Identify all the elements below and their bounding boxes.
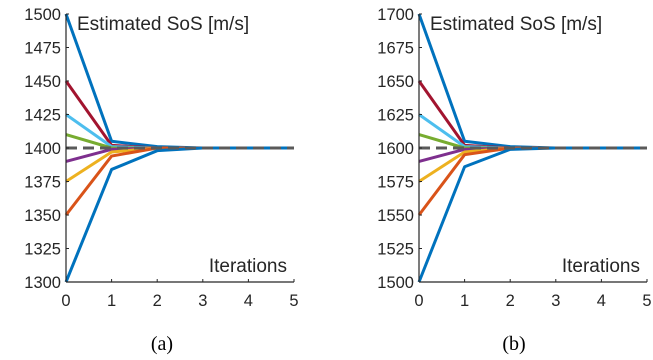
x-tick-label: 1 <box>460 292 469 310</box>
chart-title: Estimated SoS [m/s] <box>77 14 249 35</box>
panel-caption: (b) <box>502 333 525 355</box>
x-axis-label: Iterations <box>562 256 640 277</box>
x-tick-label: 5 <box>642 292 651 310</box>
x-tick-label: 5 <box>289 292 298 310</box>
y-tick-label: 1475 <box>24 40 61 58</box>
x-tick-label: 1 <box>107 292 116 310</box>
x-axis-label: Iterations <box>209 256 287 277</box>
y-tick-label: 1675 <box>377 40 414 58</box>
y-tick-label: 1550 <box>377 207 414 225</box>
y-tick-label: 1625 <box>377 107 414 125</box>
y-tick-label: 1500 <box>377 274 414 292</box>
y-tick-label: 1450 <box>24 73 61 91</box>
y-tick-label: 1650 <box>377 73 414 91</box>
panel-caption: (a) <box>151 333 173 355</box>
y-tick-label: 1300 <box>24 274 61 292</box>
y-tick-label: 1575 <box>377 174 414 192</box>
x-tick-label: 0 <box>414 292 423 310</box>
x-tick-label: 0 <box>61 292 70 310</box>
x-tick-label: 3 <box>198 292 207 310</box>
x-tick-label: 3 <box>551 292 560 310</box>
x-tick-label: 2 <box>506 292 515 310</box>
y-tick-label: 1425 <box>24 107 61 125</box>
y-tick-label: 1350 <box>24 207 61 225</box>
y-tick-label: 1375 <box>24 174 61 192</box>
y-tick-label: 1325 <box>24 241 61 259</box>
y-tick-label: 1400 <box>24 140 61 158</box>
y-tick-label: 1700 <box>377 6 414 24</box>
chart-panel-2: 1500 1525 1550 1575 1600 1625 1650 1675 1700 0 1 2 3… <box>377 6 651 355</box>
x-tick-label: 2 <box>153 292 162 310</box>
chart-title: Estimated SoS [m/s] <box>430 14 602 35</box>
y-tick-label: 1525 <box>377 241 414 259</box>
x-tick-label: 4 <box>597 292 606 310</box>
y-tick-label: 1600 <box>377 140 414 158</box>
x-tick-label: 4 <box>244 292 253 310</box>
chart-panel-1: 1300 1325 1350 1375 1400 1425 1450 1475 1500 0 1 2 3… <box>24 6 298 355</box>
y-tick-label: 1500 <box>24 6 61 24</box>
